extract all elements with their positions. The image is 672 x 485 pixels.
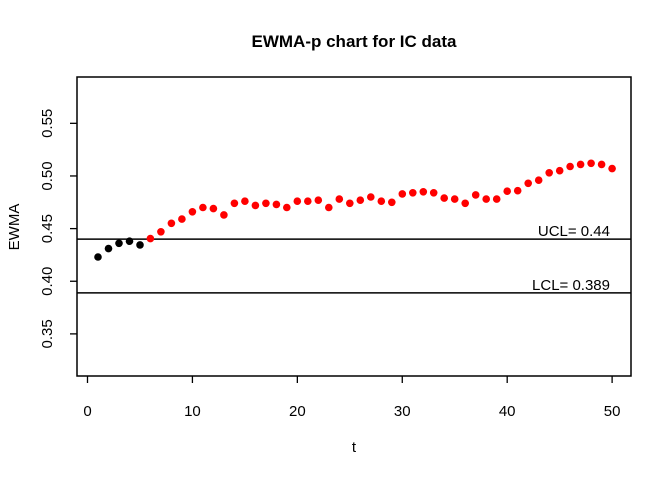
data-point (566, 162, 574, 171)
data-point (136, 241, 144, 249)
data-point (178, 215, 186, 223)
data-point (104, 244, 113, 253)
x-axis-title: t (352, 439, 357, 456)
x-tick-label: 20 (289, 403, 306, 420)
data-point (440, 194, 449, 202)
y-tick-label: 0.40 (39, 267, 56, 296)
data-point (492, 195, 501, 203)
data-point (429, 189, 438, 197)
data-point (524, 179, 532, 188)
data-point (262, 199, 270, 208)
data-point (555, 166, 564, 175)
data-point (304, 197, 312, 205)
data-point (146, 234, 155, 243)
chart-title: EWMA-p chart for IC data (252, 32, 457, 51)
data-point (157, 228, 165, 236)
data-point (367, 193, 375, 201)
control-limit-lines: UCL= 0.44 LCL= 0.389 (77, 223, 631, 294)
x-tick-label: 10 (184, 403, 201, 420)
x-axis: 0 10 20 30 40 50 (83, 376, 620, 420)
x-tick-label: 0 (83, 403, 91, 420)
data-point (597, 160, 606, 169)
data-point (314, 196, 323, 204)
data-point (241, 197, 249, 205)
data-point (293, 197, 302, 205)
data-point (587, 159, 595, 168)
data-point (482, 195, 491, 203)
data-point (450, 195, 459, 203)
y-axis: 0.35 0.40 0.45 0.50 0.55 (39, 109, 77, 348)
data-point (94, 253, 102, 261)
x-tick-label: 40 (499, 403, 516, 420)
data-point (513, 186, 522, 195)
y-tick-label: 0.55 (39, 109, 56, 138)
data-point (167, 219, 176, 228)
data-point (576, 160, 585, 169)
data-point (220, 211, 228, 219)
data-point (346, 199, 354, 208)
data-point (115, 239, 123, 248)
data-point (534, 176, 543, 184)
data-point (503, 187, 512, 195)
x-tick-label: 50 (604, 403, 621, 420)
data-point (251, 201, 260, 210)
y-tick-label: 0.35 (39, 319, 56, 348)
data-point (125, 237, 134, 245)
data-point (608, 164, 616, 173)
data-point (230, 199, 239, 208)
data-point (545, 169, 553, 177)
ucl-label: UCL= 0.44 (538, 223, 610, 240)
data-point (419, 188, 428, 196)
data-point (388, 198, 396, 207)
data-point (409, 189, 417, 197)
data-point (471, 191, 480, 199)
x-tick-label: 30 (394, 403, 411, 420)
data-point (325, 203, 333, 212)
data-point (199, 203, 207, 212)
data-point (272, 200, 281, 209)
data-point (377, 197, 386, 205)
y-tick-label: 0.50 (39, 161, 56, 190)
y-axis-title: EWMA (6, 204, 23, 251)
data-point (335, 195, 344, 203)
plot-border (76, 76, 632, 377)
data-point (461, 199, 470, 208)
data-point (188, 208, 197, 216)
data-point (398, 190, 407, 198)
data-points (94, 159, 616, 261)
data-point (209, 204, 218, 213)
y-tick-label: 0.45 (39, 214, 56, 243)
data-point (356, 196, 365, 204)
lcl-label: LCL= 0.389 (532, 277, 610, 294)
data-point (283, 203, 291, 212)
